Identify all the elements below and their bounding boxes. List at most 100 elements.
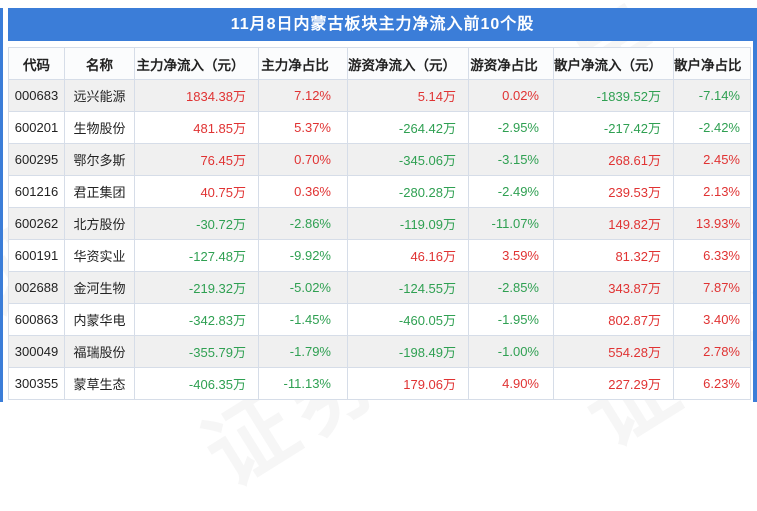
cell-code: 300049 <box>8 335 65 368</box>
table-row: 600201 生物股份 481.85万 5.37% -264.42万 -2.95% -217… <box>8 111 751 144</box>
cell-code: 600863 <box>8 303 65 336</box>
cell-main-net-pct: -11.13% <box>258 367 348 400</box>
cell-code: 600295 <box>8 143 65 176</box>
cell-name: 福瑞股份 <box>64 335 135 368</box>
table-row: 600863 内蒙华电 -342.83万 -1.45% -460.05万 -1.95% 80… <box>8 303 751 336</box>
cell-retail-net-pct: -2.42% <box>673 111 751 144</box>
cell-hot-net-pct: -1.95% <box>468 303 554 336</box>
cell-main-net-pct: 7.12% <box>258 79 348 112</box>
cell-hot-net-inflow: -460.05万 <box>347 303 469 336</box>
table-header: 代码 名称 主力净流入（元） 主力净占比 游资净流入（元） 游资净占比 散户净流… <box>8 47 751 80</box>
cell-code: 300355 <box>8 367 65 400</box>
table-body: 000683 远兴能源 1834.38万 7.12% 5.14万 0.02% -1839.5… <box>8 79 751 400</box>
cell-retail-net-inflow: -217.42万 <box>553 111 674 144</box>
cell-main-net-inflow: -127.48万 <box>134 239 259 272</box>
cell-code: 600262 <box>8 207 65 240</box>
header-main-net-pct: 主力净占比 <box>258 47 348 80</box>
cell-hot-net-pct: -2.49% <box>468 175 554 208</box>
right-border-strip <box>753 8 757 402</box>
table-row: 600295 鄂尔多斯 76.45万 0.70% -345.06万 -3.15% 268.6… <box>8 143 751 176</box>
header-retail-net-inflow: 散户净流入（元） <box>553 47 674 80</box>
cell-retail-net-inflow: -1839.52万 <box>553 79 674 112</box>
cell-main-net-pct: -9.92% <box>258 239 348 272</box>
cell-hot-net-pct: 4.90% <box>468 367 554 400</box>
cell-retail-net-inflow: 554.28万 <box>553 335 674 368</box>
page-title: 11月8日内蒙古板块主力净流入前10个股 <box>8 8 757 41</box>
cell-hot-net-pct: -2.85% <box>468 271 554 304</box>
cell-name: 鄂尔多斯 <box>64 143 135 176</box>
header-retail-net-pct: 散户净占比 <box>673 47 751 80</box>
left-border-strip <box>0 8 3 402</box>
cell-retail-net-pct: 7.87% <box>673 271 751 304</box>
cell-hot-net-inflow: -280.28万 <box>347 175 469 208</box>
page: { "title": "11月8日内蒙古板块主力净流入前10个股", "wate… <box>0 8 757 402</box>
header-main-net-inflow: 主力净流入（元） <box>134 47 259 80</box>
cell-main-net-pct: -5.02% <box>258 271 348 304</box>
cell-retail-net-pct: 6.23% <box>673 367 751 400</box>
cell-retail-net-inflow: 227.29万 <box>553 367 674 400</box>
cell-code: 600201 <box>8 111 65 144</box>
cell-main-net-inflow: 481.85万 <box>134 111 259 144</box>
cell-retail-net-pct: 3.40% <box>673 303 751 336</box>
cell-main-net-pct: 0.70% <box>258 143 348 176</box>
table-row: 600191 华资实业 -127.48万 -9.92% 46.16万 3.59% 81.32… <box>8 239 751 272</box>
cell-main-net-pct: -2.86% <box>258 207 348 240</box>
cell-hot-net-inflow: -264.42万 <box>347 111 469 144</box>
cell-hot-net-inflow: -124.55万 <box>347 271 469 304</box>
cell-name: 华资实业 <box>64 239 135 272</box>
cell-retail-net-inflow: 149.82万 <box>553 207 674 240</box>
cell-retail-net-inflow: 802.87万 <box>553 303 674 336</box>
cell-main-net-inflow: -355.79万 <box>134 335 259 368</box>
cell-hot-net-pct: -3.15% <box>468 143 554 176</box>
table-row: 601216 君正集团 40.75万 0.36% -280.28万 -2.49% 239.5… <box>8 175 751 208</box>
cell-retail-net-pct: -7.14% <box>673 79 751 112</box>
table-row: 300355 蒙草生态 -406.35万 -11.13% 179.06万 4.90% 227… <box>8 367 751 400</box>
cell-name: 金河生物 <box>64 271 135 304</box>
cell-hot-net-inflow: 5.14万 <box>347 79 469 112</box>
cell-main-net-pct: -1.45% <box>258 303 348 336</box>
header-hot-net-pct: 游资净占比 <box>468 47 554 80</box>
cell-code: 002688 <box>8 271 65 304</box>
cell-retail-net-pct: 6.33% <box>673 239 751 272</box>
cell-main-net-inflow: -342.83万 <box>134 303 259 336</box>
table-row: 600262 北方股份 -30.72万 -2.86% -119.09万 -11.07% 14… <box>8 207 751 240</box>
cell-hot-net-pct: -2.95% <box>468 111 554 144</box>
cell-name: 北方股份 <box>64 207 135 240</box>
cell-main-net-pct: 0.36% <box>258 175 348 208</box>
cell-main-net-inflow: -406.35万 <box>134 367 259 400</box>
cell-main-net-inflow: 40.75万 <box>134 175 259 208</box>
fund-flow-table: 代码 名称 主力净流入（元） 主力净占比 游资净流入（元） 游资净占比 散户净流… <box>8 47 751 400</box>
cell-retail-net-inflow: 343.87万 <box>553 271 674 304</box>
table-row: 002688 金河生物 -219.32万 -5.02% -124.55万 -2.85% 34… <box>8 271 751 304</box>
cell-retail-net-inflow: 239.53万 <box>553 175 674 208</box>
cell-hot-net-pct: -1.00% <box>468 335 554 368</box>
cell-name: 内蒙华电 <box>64 303 135 336</box>
cell-retail-net-pct: 2.13% <box>673 175 751 208</box>
cell-name: 君正集团 <box>64 175 135 208</box>
table-row: 300049 福瑞股份 -355.79万 -1.79% -198.49万 -1.00% 55… <box>8 335 751 368</box>
header-name: 名称 <box>64 47 135 80</box>
cell-hot-net-pct: 3.59% <box>468 239 554 272</box>
cell-hot-net-pct: 0.02% <box>468 79 554 112</box>
cell-hot-net-inflow: -119.09万 <box>347 207 469 240</box>
table-row: 000683 远兴能源 1834.38万 7.12% 5.14万 0.02% -1839.5… <box>8 79 751 112</box>
cell-main-net-pct: 5.37% <box>258 111 348 144</box>
cell-main-net-pct: -1.79% <box>258 335 348 368</box>
cell-retail-net-inflow: 81.32万 <box>553 239 674 272</box>
cell-main-net-inflow: 1834.38万 <box>134 79 259 112</box>
cell-retail-net-pct: 13.93% <box>673 207 751 240</box>
cell-main-net-inflow: -219.32万 <box>134 271 259 304</box>
cell-name: 蒙草生态 <box>64 367 135 400</box>
cell-retail-net-inflow: 268.61万 <box>553 143 674 176</box>
cell-code: 601216 <box>8 175 65 208</box>
cell-retail-net-pct: 2.78% <box>673 335 751 368</box>
cell-hot-net-pct: -11.07% <box>468 207 554 240</box>
header-code: 代码 <box>8 47 65 80</box>
cell-code: 600191 <box>8 239 65 272</box>
cell-hot-net-inflow: 179.06万 <box>347 367 469 400</box>
cell-code: 000683 <box>8 79 65 112</box>
header-hot-net-inflow: 游资净流入（元） <box>347 47 469 80</box>
cell-retail-net-pct: 2.45% <box>673 143 751 176</box>
cell-hot-net-inflow: 46.16万 <box>347 239 469 272</box>
cell-name: 生物股份 <box>64 111 135 144</box>
